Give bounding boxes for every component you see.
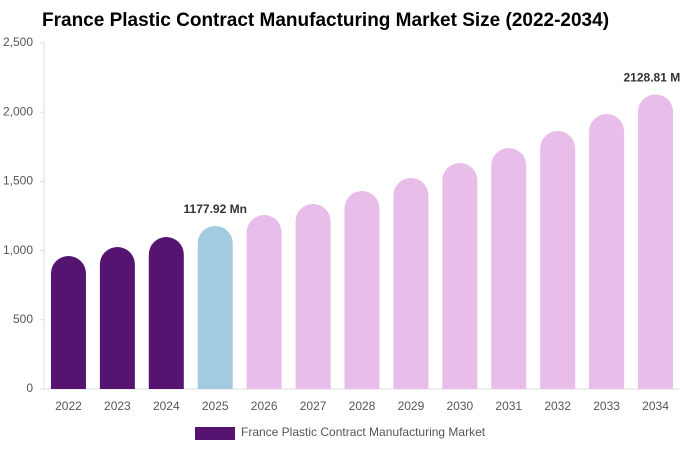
x-tick-label: 2028: [349, 399, 376, 413]
x-tick-label: 2022: [55, 399, 82, 413]
x-tick-label: 2030: [446, 399, 473, 413]
bar: [344, 190, 380, 389]
chart-title: France Plastic Contract Manufacturing Ma…: [42, 10, 609, 31]
y-tick-label: 1,500: [3, 174, 33, 188]
bar: [50, 255, 86, 389]
x-tick-label: 2025: [202, 399, 229, 413]
bar: [197, 225, 233, 389]
data-label: 2128.81 Mn: [624, 71, 680, 85]
y-tick-label: 500: [13, 312, 33, 326]
y-tick-label: 0: [26, 381, 33, 395]
data-label: 1177.92 Mn: [184, 202, 247, 216]
bar: [148, 237, 184, 389]
bar: [442, 162, 478, 389]
x-tick-label: 2027: [300, 399, 327, 413]
bar: [295, 203, 331, 389]
legend-label: France Plastic Contract Manufacturing Ma…: [241, 425, 486, 439]
y-tick-label: 1,000: [3, 243, 33, 257]
bar: [638, 94, 674, 390]
bar: [393, 177, 429, 389]
bar: [540, 131, 576, 390]
x-tick-label: 2029: [398, 399, 425, 413]
x-tick-label: 2033: [593, 399, 620, 413]
bar: [99, 247, 135, 389]
x-tick-label: 2031: [495, 399, 522, 413]
bar: [246, 215, 282, 389]
y-tick-label: 2,000: [3, 104, 33, 118]
y-tick-label: 2,500: [3, 35, 33, 49]
bar: [589, 113, 625, 389]
x-tick-label: 2034: [642, 399, 669, 413]
bar: [491, 148, 527, 389]
x-tick-label: 2023: [104, 399, 131, 413]
legend-swatch: [195, 427, 235, 440]
x-tick-label: 2026: [251, 399, 278, 413]
x-tick-label: 2024: [153, 399, 180, 413]
x-tick-label: 2032: [544, 399, 571, 413]
